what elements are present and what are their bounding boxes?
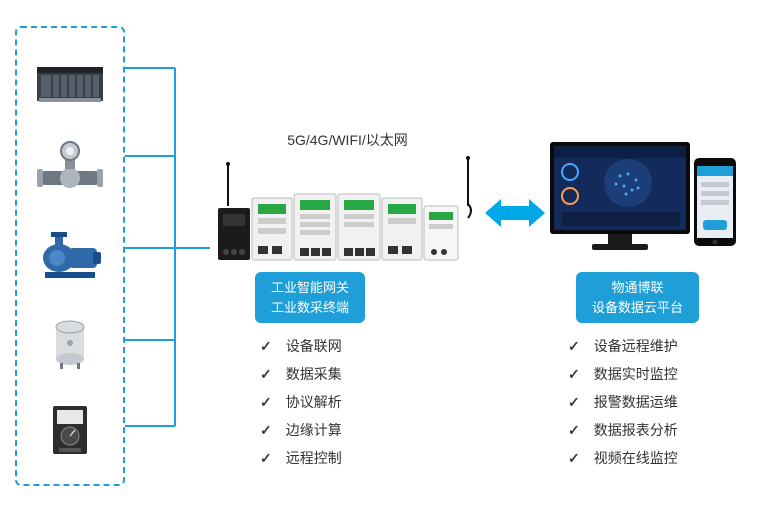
check-icon: ✓ <box>260 444 272 472</box>
list-item: ✓ 设备联网 <box>260 332 342 360</box>
flow-meter-icon <box>35 139 105 199</box>
check-icon: ✓ <box>568 360 580 388</box>
meter-icon <box>35 400 105 460</box>
device-group-box <box>15 26 125 486</box>
check-icon: ✓ <box>260 332 272 360</box>
feature-text: 边缘计算 <box>286 416 342 444</box>
feature-text: 数据采集 <box>286 360 342 388</box>
check-icon: ✓ <box>260 360 272 388</box>
feature-text: 设备联网 <box>286 332 342 360</box>
gateway-connectivity-label: 5G/4G/WIFI/以太网 <box>210 130 485 150</box>
feature-text: 协议解析 <box>286 388 342 416</box>
feature-text: 设备远程维护 <box>594 332 678 360</box>
feature-text: 远程控制 <box>286 444 342 472</box>
bidirectional-arrow <box>485 196 545 230</box>
list-item: ✓ 边缘计算 <box>260 416 342 444</box>
gateway-section: 5G/4G/WIFI/以太网 <box>210 130 485 266</box>
gateway-label-line2: 工业数采终端 <box>271 300 349 315</box>
check-icon: ✓ <box>260 388 272 416</box>
platform-label: 物通博联 设备数据云平台 <box>576 272 699 323</box>
feature-text: 报警数据运维 <box>594 388 678 416</box>
check-icon: ✓ <box>568 444 580 472</box>
list-item: ✓ 设备远程维护 <box>568 332 678 360</box>
feature-text: 数据实时监控 <box>594 360 678 388</box>
list-item: ✓ 协议解析 <box>260 388 342 416</box>
check-icon: ✓ <box>568 388 580 416</box>
gateway-features: ✓ 设备联网 ✓ 数据采集 ✓ 协议解析 ✓ 边缘计算 ✓ 远程控制 <box>260 332 342 472</box>
platform-label-line2: 设备数据云平台 <box>592 300 683 315</box>
list-item: ✓ 视频在线监控 <box>568 444 678 472</box>
tank-icon <box>35 313 105 373</box>
list-item: ✓ 报警数据运维 <box>568 388 678 416</box>
feature-text: 视频在线监控 <box>594 444 678 472</box>
feature-text: 数据报表分析 <box>594 416 678 444</box>
pump-icon <box>35 226 105 286</box>
list-item: ✓ 数据报表分析 <box>568 416 678 444</box>
check-icon: ✓ <box>568 416 580 444</box>
gateway-label-line1: 工业智能网关 <box>271 280 349 295</box>
list-item: ✓ 数据实时监控 <box>568 360 678 388</box>
plc-device-icon <box>35 52 105 112</box>
device-connectors <box>125 26 210 486</box>
list-item: ✓ 远程控制 <box>260 444 342 472</box>
list-item: ✓ 数据采集 <box>260 360 342 388</box>
check-icon: ✓ <box>568 332 580 360</box>
monitor-phone-graphic <box>548 138 738 258</box>
platform-label-line1: 物通博联 <box>612 280 664 295</box>
platform-features: ✓ 设备远程维护 ✓ 数据实时监控 ✓ 报警数据运维 ✓ 数据报表分析 ✓ 视频在线监控 <box>568 332 678 472</box>
check-icon: ✓ <box>260 416 272 444</box>
gateway-devices <box>210 156 485 266</box>
platform-section <box>548 138 738 258</box>
gateway-label: 工业智能网关 工业数采终端 <box>255 272 365 323</box>
